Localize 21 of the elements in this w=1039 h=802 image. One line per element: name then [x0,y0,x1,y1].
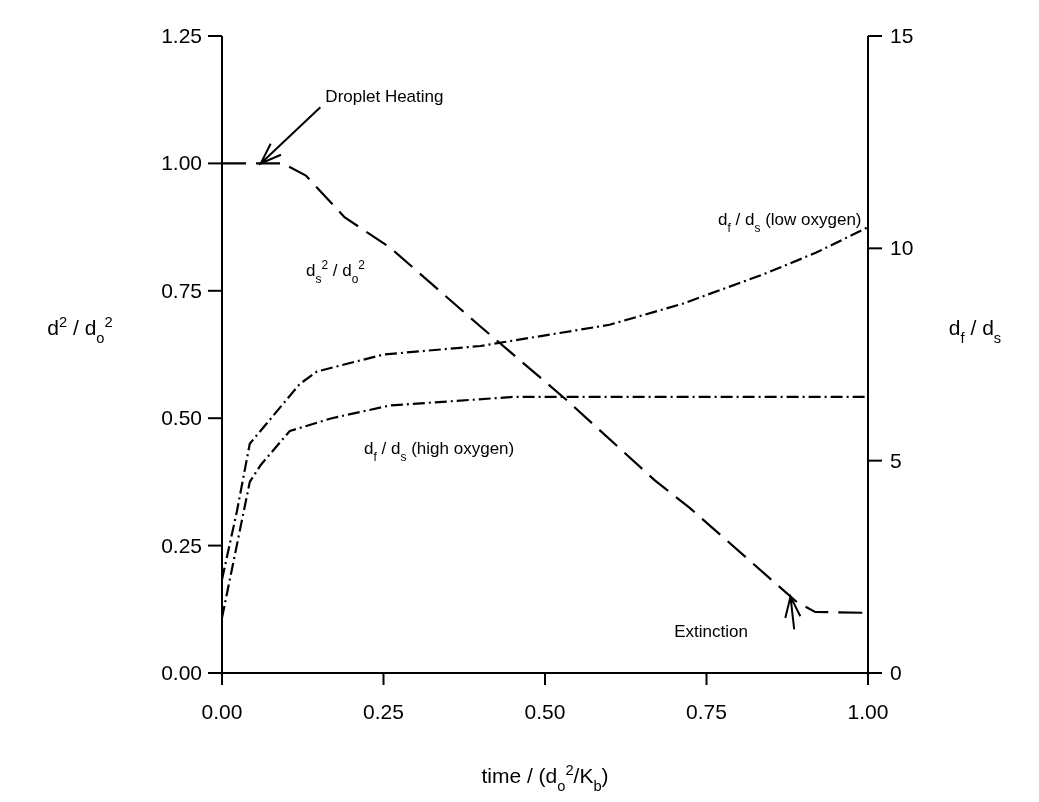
x-tick-label: 0.25 [363,700,404,723]
x-tick-label: 0.75 [686,700,727,723]
series-label: d$_{f}$ / d$_{s}$ (high oxygen) [364,438,515,464]
y2-tick-label: 15 [890,24,914,47]
y2-axis-title: d$_{f}$ / d$_{s}$ [948,315,1002,346]
y-tick-label: 0.25 [161,533,202,557]
annotation: Extinction [674,622,748,642]
y-tick-label: 0.50 [161,406,202,430]
x-tick-label: 0.50 [524,700,566,723]
y2-tick-label: 0 [890,661,902,684]
x-tick-label: 1.00 [847,700,889,723]
series-label: d$_{f}$ / d$_{s}$ (low oxygen) [718,209,862,235]
y2-tick-label: 5 [890,448,902,472]
annotation: Droplet Heating [325,87,444,107]
y-tick-label: 1.25 [161,24,202,47]
y-tick-label: 0.00 [161,661,202,684]
x-tick-label: 0.00 [201,700,243,723]
y-tick-label: 1.00 [161,151,202,175]
x-axis-title: time / (d$_{o}$$^{2}$/K$_{b}$) [481,762,609,794]
y2-tick-label: 10 [890,236,914,260]
y-tick-label: 0.75 [161,278,202,302]
